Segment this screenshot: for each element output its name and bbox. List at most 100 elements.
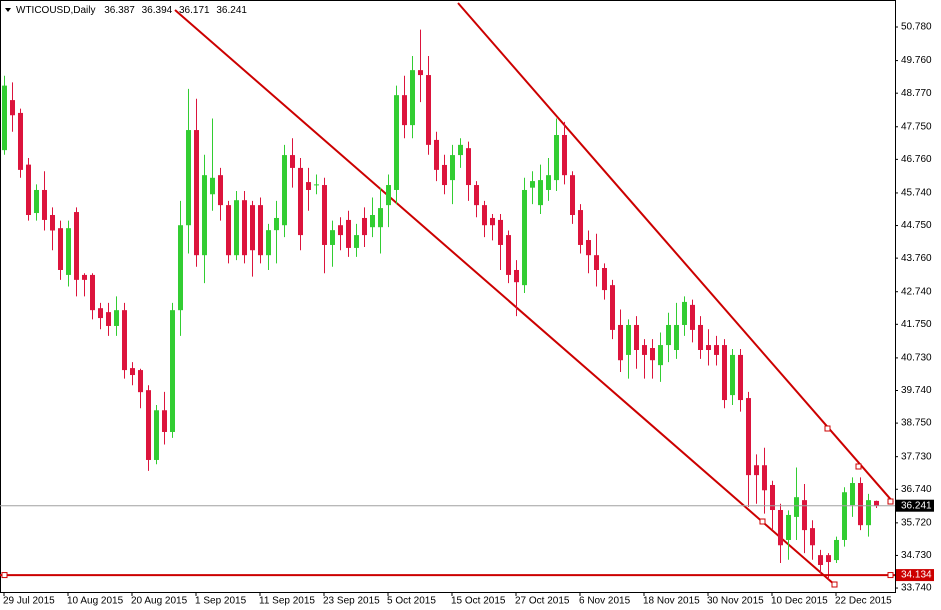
candle-body — [154, 410, 159, 460]
candle-body — [826, 555, 831, 563]
y-tick-label: 36.740 — [901, 484, 932, 495]
candle-body — [634, 324, 639, 350]
candle-body — [106, 312, 111, 326]
handle — [759, 518, 766, 525]
candle-body — [810, 528, 815, 546]
candle-body — [578, 210, 583, 245]
header: WTICOUSD,Daily 36.387 36.394 36.171 36.2… — [5, 5, 247, 16]
candle-body — [58, 228, 63, 270]
candle-body — [114, 310, 119, 326]
channel-handles — [759, 425, 894, 588]
level-handle — [887, 572, 894, 579]
candle-body — [218, 175, 223, 206]
channel — [174, 2, 894, 588]
candle-body — [42, 189, 47, 220]
candle-body — [754, 465, 759, 476]
candle-body — [378, 208, 383, 228]
last-price-label: 36.241 — [901, 500, 932, 511]
candle-body — [122, 310, 127, 371]
candle-body — [778, 510, 783, 546]
candle-body — [658, 345, 663, 366]
candle-body — [626, 324, 631, 355]
menu-arrow — [5, 8, 11, 12]
low: 36.171 — [179, 5, 210, 16]
candle-body — [306, 182, 311, 190]
candle-body — [290, 155, 295, 168]
candle-body — [842, 492, 847, 540]
level-handle — [1, 572, 8, 579]
x-tick-label: 20 Aug 2015 — [131, 596, 188, 607]
candle-body — [354, 235, 359, 248]
candle-body — [178, 225, 183, 311]
candle-body — [850, 483, 855, 506]
x-tick-label: 30 Nov 2015 — [707, 596, 764, 607]
candle-body — [66, 228, 71, 275]
handle — [887, 498, 894, 505]
candle-body — [18, 112, 23, 170]
y-tick-label: 33.740 — [901, 583, 932, 594]
channel-upper — [457, 2, 894, 503]
candle-body — [266, 230, 271, 256]
x-tick-label: 27 Oct 2015 — [515, 596, 570, 607]
x-tick-label: 23 Sep 2015 — [323, 596, 380, 607]
candle-body — [90, 274, 95, 311]
candle-body — [786, 514, 791, 540]
candle-body — [242, 200, 247, 256]
symbol: WTICOUSD,Daily — [16, 5, 95, 16]
x-tick-label: 10 Aug 2015 — [67, 596, 124, 607]
candle-body — [570, 175, 575, 216]
candle-body — [602, 268, 607, 291]
open: 36.387 — [104, 5, 135, 16]
candle-body — [170, 310, 175, 432]
y-tick-label: 48.770 — [901, 88, 932, 99]
y-tick-label: 50.780 — [901, 22, 932, 33]
candle-body — [338, 225, 343, 236]
candle-body — [538, 180, 543, 206]
candle-body — [506, 235, 511, 275]
candle-body — [706, 345, 711, 350]
candle-body — [546, 175, 551, 190]
candle-body — [26, 164, 31, 216]
candle-body — [146, 390, 151, 460]
candle-body — [194, 130, 199, 256]
level-label: 34.134 — [901, 570, 932, 581]
handle — [855, 463, 862, 470]
candle-body — [618, 324, 623, 361]
candle-body — [666, 324, 671, 346]
y-tick-label: 43.760 — [901, 253, 932, 264]
candle-body — [130, 368, 135, 376]
candle-body — [682, 301, 687, 325]
y-tick-label: 40.730 — [901, 353, 932, 364]
candle-body — [858, 483, 863, 526]
candle-body — [138, 370, 143, 393]
candle-body — [818, 555, 823, 566]
candle-body — [714, 345, 719, 355]
candle-body — [402, 95, 407, 126]
candle-body — [562, 134, 567, 176]
y-tick-label: 41.750 — [901, 319, 932, 330]
candle-body — [442, 164, 447, 186]
x-tick-label: 29 Jul 2015 — [3, 596, 55, 607]
candle-body — [866, 500, 871, 526]
y-tick-label: 35.720 — [901, 517, 932, 528]
candle-body — [410, 70, 415, 126]
candle-body — [594, 255, 599, 270]
candle-body — [674, 324, 679, 350]
candle-body — [482, 205, 487, 226]
x-tick-label: 6 Nov 2015 — [579, 596, 631, 607]
x-tick-label: 18 Nov 2015 — [643, 596, 700, 607]
x-tick-label: 1 Sep 2015 — [195, 596, 247, 607]
candle-body — [426, 75, 431, 145]
candle-body — [74, 212, 79, 280]
candle-body — [450, 155, 455, 181]
candle-body — [522, 189, 527, 286]
y-tick-label: 49.760 — [901, 55, 932, 66]
candle-body — [298, 167, 303, 236]
candle-body — [730, 354, 735, 396]
candle-body — [282, 155, 287, 226]
candle-body — [642, 345, 647, 355]
candle-body — [2, 85, 7, 151]
y-tick-label: 45.740 — [901, 188, 932, 199]
candle-body — [690, 304, 695, 330]
candle-body — [346, 219, 351, 248]
